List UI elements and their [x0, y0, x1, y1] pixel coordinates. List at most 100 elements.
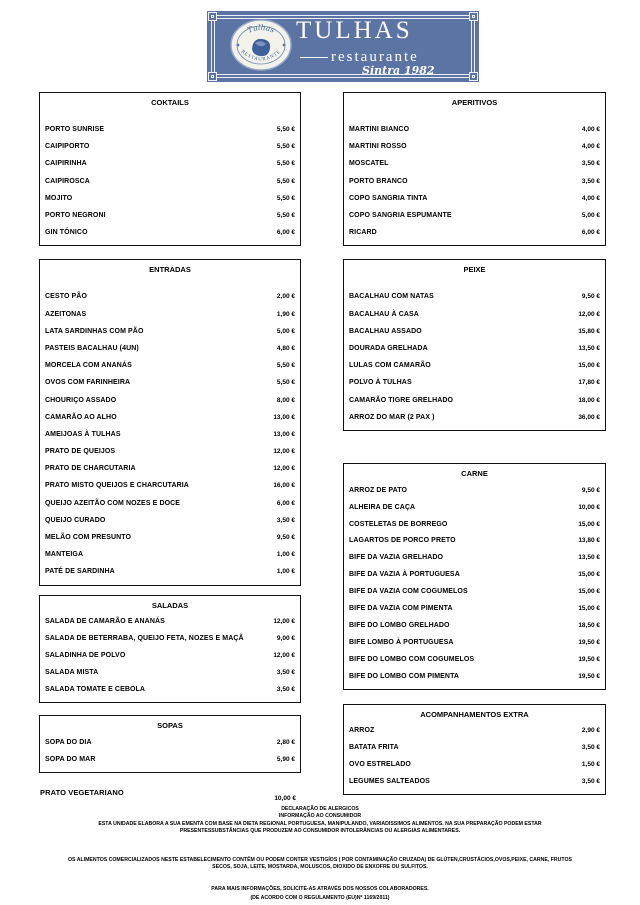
- menu-item: MOSCATEL 3,50 €: [349, 155, 600, 172]
- menu-item-name: BIFE DA VAZIA GRELHADO: [349, 554, 444, 562]
- section-items: ARROZ DE PATO 9,50 € ALHEIRA DE CAÇA 10,…: [349, 482, 600, 685]
- menu-item: SALADA DE BETERRABA, QUEIJO FETA, NOZES …: [45, 630, 295, 647]
- menu-column-left: COKTAILS PORTO SUNRISE 5,50 € CAIPIPORTO…: [39, 92, 301, 802]
- menu-item: GIN TÓNICO 6,00 €: [45, 224, 295, 241]
- menu-item-name: CAMARÃO AO ALHO: [45, 413, 117, 421]
- menu-item-name: POLVO À TULHAS: [349, 379, 412, 387]
- section-acompanhamentos-extra: ACOMPANHAMENTOS EXTRA ARROZ 2,90 € BATAT…: [343, 703, 606, 796]
- section-entradas: ENTRADAS CESTO PÃO 2,00 € AZEITONAS 1,90…: [39, 259, 301, 586]
- menu-item-price: 2,00 €: [276, 293, 295, 301]
- menu-item-name: PRATO MISTO QUEIJOS E CHARCUTARIA: [45, 482, 189, 490]
- menu-item-price: 6,00 €: [276, 229, 295, 237]
- logo-top-text: Tulhas: [246, 23, 276, 35]
- menu-item-price: 5,90 €: [276, 755, 295, 763]
- menu-item-name: CAIPIRINHA: [45, 160, 87, 168]
- restaurant-plate-logo-icon: Tulhas RESTAURANTE: [229, 18, 293, 74]
- menu-item-price: 3,50 €: [276, 516, 295, 524]
- menu-item-name: CAIPIPORTO: [45, 143, 90, 151]
- menu-item: MELÃO COM PRESUNTO 9,50 €: [45, 529, 295, 546]
- menu-item: SALADA DE CAMARÃO E ANANÁS 12,00 €: [45, 614, 295, 631]
- corner-ornament-icon: [208, 72, 217, 81]
- menu-item: PASTEIS BACALHAU (4UN) 4,80 €: [45, 340, 295, 357]
- menu-item: BACALHAU COM NATAS 9,50 €: [349, 288, 600, 305]
- menu-item-price: 19,50 €: [578, 655, 600, 663]
- corner-ornament-icon: [469, 12, 478, 21]
- restaurant-subtitle: restaurante: [300, 49, 419, 66]
- menu-item: ARROZ 2,90 €: [349, 723, 600, 740]
- menu-item-name: SOPA DO MAR: [45, 755, 96, 763]
- menu-item: ALHEIRA DE CAÇA 10,00 €: [349, 499, 600, 516]
- menu-item: CAIPIPORTO 5,50 €: [45, 138, 295, 155]
- menu-item-name: CAMARÃO TIGRE GRELHADO: [349, 396, 454, 404]
- menu-item-price: 10,00 €: [578, 503, 600, 511]
- menu-item-name: MARTINI ROSSO: [349, 143, 407, 151]
- consumer-info-title: INFORMAÇÃO AO CONSUMIDOR: [278, 813, 362, 819]
- menu-item-name: MOJITO: [45, 194, 73, 202]
- menu-item-name: MARTINI BIANCO: [349, 126, 410, 134]
- menu-item-price: 15,00 €: [578, 571, 600, 579]
- menu-item-price: 13,50 €: [578, 554, 600, 562]
- menu-item-name: MELÃO COM PRESUNTO: [45, 534, 132, 542]
- menu-item: BIFE DO LOMBO COM PIMENTA 19,50 €: [349, 668, 600, 685]
- menu-item-name: MOSCATEL: [349, 160, 389, 168]
- menu-item: COPO SANGRIA TINTA 4,00 €: [349, 190, 600, 207]
- menu-item-price: 5,00 €: [276, 327, 295, 335]
- menu-item-price: 5,50 €: [276, 362, 295, 370]
- menu-item: LAGARTOS DE PORCO PRETO 13,80 €: [349, 532, 600, 549]
- menu-item: ARROZ DE PATO 9,50 €: [349, 482, 600, 499]
- menu-item-name: RICARD: [349, 229, 377, 237]
- menu-item: COPO SANGRIA ESPUMANTE 5,00 €: [349, 207, 600, 224]
- menu-item-name: ARROZ: [349, 727, 375, 735]
- allergens-text: OS ALIMENTOS COMERCIALIZADOS NESTE ESTAB…: [68, 857, 572, 870]
- menu-item-name: QUEIJO CURADO: [45, 516, 106, 524]
- menu-item-price: 4,80 €: [276, 344, 295, 352]
- section-items: BACALHAU COM NATAS 9,50 € BACALHAU À CAS…: [349, 288, 600, 426]
- menu-item: SALADA TOMATE E CEBOLA 3,50 €: [45, 681, 295, 698]
- menu-item-price: 16,00 €: [273, 482, 295, 490]
- menu-item-name: BIFE LOMBO À PORTUGUESA: [349, 638, 454, 646]
- menu-item: CHOURIÇO ASSADO 8,00 €: [45, 391, 295, 408]
- menu-item-name: BIFE DO LOMBO GRELHADO: [349, 621, 450, 629]
- menu-item-price: 6,00 €: [276, 499, 295, 507]
- menu-item-price: 9,50 €: [276, 534, 295, 542]
- menu-item-name: BACALHAU À CASA: [349, 310, 419, 318]
- regulation-text: (DE ACORDO COM O REGULAMENTO (EU)Nº 1169…: [250, 895, 390, 901]
- menu-item-price: 5,00 €: [581, 212, 600, 220]
- menu-item-price: 17,80 €: [578, 379, 600, 387]
- menu-item: CAMARÃO TIGRE GRELHADO 18,00 €: [349, 391, 600, 408]
- menu-item: LULAS COM CAMARÃO 15,00 €: [349, 357, 600, 374]
- menu-item-price: 4,00 €: [581, 143, 600, 151]
- header-border-inner: [214, 18, 472, 75]
- menu-item-name: PORTO NEGRONI: [45, 212, 106, 220]
- menu-item-price: 8,00 €: [276, 396, 295, 404]
- menu-item-name: MORCELA COM ANANÁS: [45, 362, 132, 370]
- menu-item-price: 1,00 €: [276, 568, 295, 576]
- menu-item: SOPA DO MAR 5,90 €: [45, 751, 295, 768]
- menu-item-name: BIFE DO LOMBO COM PIMENTA: [349, 672, 460, 680]
- menu-item-price: 12,00 €: [273, 652, 295, 660]
- menu-item-name: PRATO VEGETARIANO: [40, 787, 124, 797]
- section-title: PEIXE: [463, 265, 486, 275]
- menu-item-price: 5,50 €: [276, 160, 295, 168]
- menu-item-price: 19,50 €: [578, 672, 600, 680]
- menu-item: PORTO BRANCO 3,50 €: [349, 173, 600, 190]
- menu-item: CESTO PÃO 2,00 €: [45, 288, 295, 305]
- menu-item-price: 15,00 €: [578, 520, 600, 528]
- menu-item: MORCELA COM ANANÁS 5,50 €: [45, 357, 295, 374]
- menu-item-price: 9,50 €: [581, 486, 600, 494]
- menu-item-name: SOPA DO DIA: [45, 738, 92, 746]
- menu-item: BIFE DA VAZIA COM PIMENTA 15,00 €: [349, 600, 600, 617]
- more-info-text: PARA MAIS INFORMAÇÕES, SOLICITE-AS ATRAV…: [211, 886, 429, 892]
- menu-item-price: 5,50 €: [276, 212, 295, 220]
- section-aperitivos: APERITIVOS MARTINI BIANCO 4,00 € MARTINI…: [343, 92, 606, 247]
- menu-item: SALADA MISTA 3,50 €: [45, 664, 295, 681]
- menu-item-name: GIN TÓNICO: [45, 229, 88, 237]
- menu-item-price: 12,00 €: [273, 448, 295, 456]
- menu-item-price: 6,00 €: [581, 229, 600, 237]
- restaurant-header-band: Tulhas RESTAURANTE TULHAS restaurante Si…: [207, 11, 479, 82]
- menu-item-price: 12,00 €: [273, 618, 295, 626]
- menu-item-price: 13,80 €: [578, 537, 600, 545]
- menu-item-name: BIFE DO LOMBO COM COGUMELOS: [349, 655, 475, 663]
- section-items: PORTO SUNRISE 5,50 € CAIPIPORTO 5,50 € C…: [45, 121, 295, 241]
- menu-item-name: ARROZ DE PATO: [349, 486, 408, 494]
